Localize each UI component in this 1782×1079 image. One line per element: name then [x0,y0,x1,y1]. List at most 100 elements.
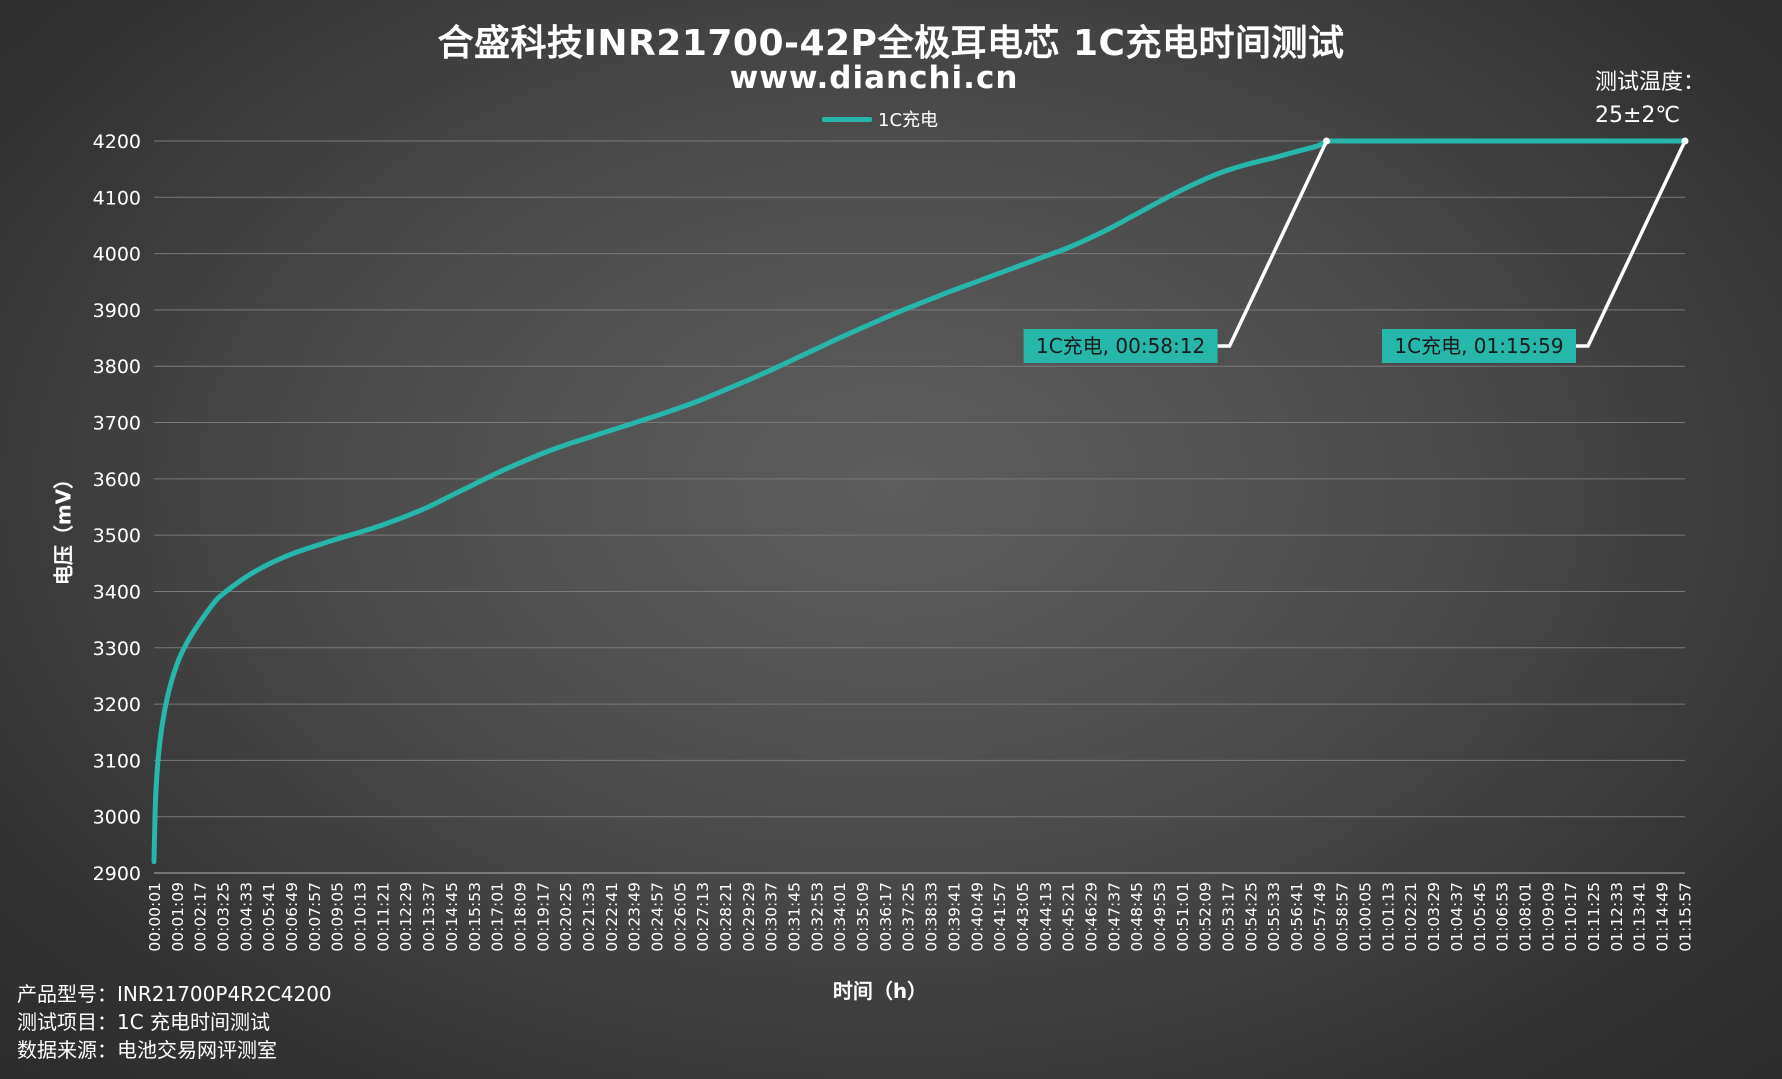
x-tick-label: 00:24:57 [648,882,666,952]
x-tick-label: 00:09:05 [329,882,347,952]
y-tick-label: 4200 [93,131,141,153]
x-tick-label: 00:57:49 [1311,882,1329,952]
annotations-layer: 1C充电, 00:58:12 1C充电, 01:15:59 [1023,137,1689,363]
x-tick-label: 00:27:13 [694,882,712,952]
x-tick-label: 00:31:45 [786,882,804,952]
x-tick-label: 00:28:21 [717,882,735,952]
x-tick-label: 00:32:53 [808,882,826,952]
annotation-label-1: 1C充电, 01:15:59 [1394,334,1563,358]
x-tick-label: 00:03:25 [215,882,233,952]
x-tick-label: 00:00:01 [146,882,164,952]
series-line-0 [151,138,1688,865]
x-tick-label: 00:55:33 [1265,882,1283,952]
x-tick-label: 00:47:37 [1105,882,1123,952]
x-tick-label: 01:12:33 [1608,882,1626,952]
x-tick-label: 00:13:37 [420,882,438,952]
x-tick-label: 01:06:53 [1494,882,1512,952]
x-tick-label: 00:23:49 [626,882,644,952]
x-tick-label: 01:13:41 [1631,882,1649,952]
x-tick-label: 00:41:57 [991,882,1009,952]
x-tick-label: 00:06:49 [283,882,301,952]
x-tick-label: 00:35:09 [854,882,872,952]
x-tick-label: 00:20:25 [557,882,575,952]
y-axis-label: 电压（mV） [51,468,76,586]
x-tick-label: 01:05:45 [1471,882,1489,952]
x-tick-label: 01:04:37 [1448,882,1466,952]
footer-source: 数据来源：电池交易网评测室 [17,1038,277,1062]
x-tick-label: 01:15:57 [1676,882,1694,952]
legend-swatch [822,116,872,122]
y-tick-label: 3700 [93,413,141,435]
annotation-box-0 [1023,329,1218,363]
footer-model: 产品型号：INR21700P4R2C4200 [17,982,332,1006]
x-tick-label: 00:51:01 [1174,882,1192,952]
x-tick-label: 00:10:13 [352,882,370,952]
x-tick-label: 00:48:45 [1128,882,1146,952]
x-tick-label: 00:36:17 [877,882,895,952]
x-tick-label: 00:26:05 [671,882,689,952]
x-tick-label: 01:14:49 [1653,882,1671,952]
chart-subtitle: www.dianchi.cn [729,60,1019,96]
x-tick-label: 00:29:29 [740,882,758,952]
annotation-marker-1 [1681,137,1689,145]
x-axis-ticks: 00:00:01 00:01:09 00:02:17 00:03:25 00:04:33… [146,882,1694,952]
y-tick-label: 3200 [93,694,141,716]
y-tick-label: 4100 [93,187,141,209]
footer-test-item: 测试项目：1C 充电时间测试 [17,1010,271,1034]
x-tick-label: 00:39:41 [945,882,963,952]
chart-title: 合盛科技INR21700-42P全极耳电芯 1C充电时间测试 [437,23,1345,64]
gridlines [154,140,1685,874]
x-tick-label: 00:15:53 [466,882,484,952]
y-tick-label: 3300 [93,638,141,660]
test-temperature-label: 测试温度： [1595,70,1706,95]
y-tick-label: 3600 [93,469,141,491]
x-tick-label: 00:19:17 [534,882,552,952]
y-tick-label: 3900 [93,300,141,322]
x-tick-label: 01:10:17 [1562,882,1580,952]
x-tick-label: 01:01:13 [1379,882,1397,952]
x-tick-label: 00:49:53 [1151,882,1169,952]
x-tick-label: 00:54:25 [1242,882,1260,952]
annotation-box-1 [1382,329,1576,363]
x-tick-label: 00:53:17 [1220,882,1238,952]
y-tick-label: 3100 [93,750,141,772]
x-tick-label: 00:22:41 [603,882,621,952]
x-tick-label: 00:18:09 [511,882,529,952]
y-tick-label: 2900 [93,863,141,885]
x-tick-label: 01:08:01 [1516,882,1534,952]
x-tick-label: 01:02:21 [1402,882,1420,952]
x-tick-label: 00:46:29 [1082,882,1100,952]
x-tick-label: 00:02:17 [192,882,210,952]
x-tick-label: 00:38:33 [923,882,941,952]
y-tick-label: 3500 [93,525,141,547]
x-tick-label: 00:14:45 [443,882,461,952]
x-tick-label: 00:52:09 [1197,882,1215,952]
x-tick-label: 00:01:09 [169,882,187,952]
x-tick-label: 00:43:05 [1014,882,1032,952]
x-tick-label: 00:11:21 [374,882,392,952]
x-tick-label: 00:40:49 [968,882,986,952]
test-temperature: 测试温度： 25±2℃ [1595,66,1705,132]
footer-info: 产品型号：INR21700P4R2C4200 测试项目：1C 充电时间测试 数据… [17,980,332,1064]
legend: 1C充电 [822,106,938,132]
x-tick-label: 01:00:05 [1357,882,1375,952]
annotation-leader-0 [1217,140,1329,348]
x-tick-label: 00:07:57 [306,882,324,952]
x-tick-label: 01:03:29 [1425,882,1443,952]
x-tick-label: 00:21:33 [580,882,598,952]
series-layer [151,138,1688,865]
test-temperature-value: 25±2℃ [1595,103,1681,128]
x-tick-label: 00:17:01 [489,882,507,952]
x-tick-label: 00:58:57 [1334,882,1352,952]
x-tick-label: 00:37:25 [900,882,918,952]
annotation-label-0: 1C充电, 00:58:12 [1036,334,1205,358]
x-tick-label: 00:12:29 [397,882,415,952]
x-tick-label: 01:11:25 [1585,882,1603,952]
x-tick-label: 00:30:37 [763,882,781,952]
x-tick-label: 01:09:09 [1539,882,1557,952]
x-tick-label: 00:04:33 [237,882,255,952]
x-tick-label: 00:34:01 [831,882,849,952]
x-axis-label: 时间（h） [832,979,928,1003]
y-axis-ticks: 2900 3000 3100 3200 3300 3400 3500 3600 3700 3800… [93,131,141,885]
y-tick-label: 3000 [93,807,141,829]
